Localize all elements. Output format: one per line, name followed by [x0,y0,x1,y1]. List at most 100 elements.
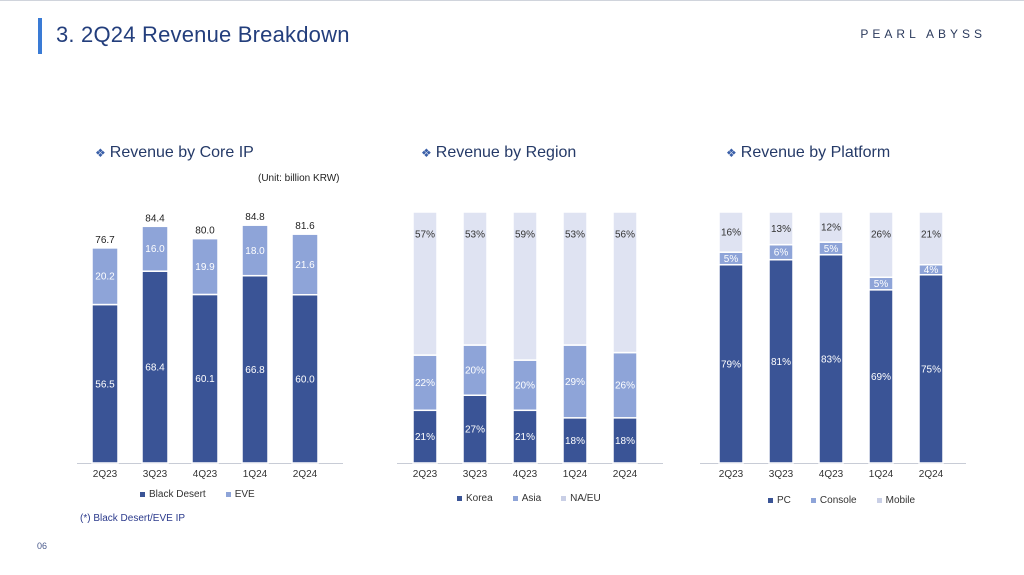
chart-platform: 79% 5% 16% 2Q23 81% 6% 13% 3Q23 83% 5% 12% 4Q23 69% 5… [700,211,966,480]
data-label: 6% [774,248,789,259]
diamond-bullet-icon: ❖ [421,146,432,160]
legend-item: NA/EU [561,493,601,504]
data-label: 12% [821,223,841,234]
section-title-core-ip-text: Revenue by Core IP [109,144,254,161]
data-label: 26% [871,230,891,241]
chart-region: 21% 22% 57% 2Q23 27% 20% 53% 3Q23 21% 20% 59% 4Q23 1… [397,211,663,480]
bar-segment-black-desert [191,293,219,464]
legend-label: Console [819,495,857,506]
data-label: 56.5 [95,379,115,390]
x-tick-label: 3Q23 [463,469,488,480]
data-label: 79% [721,359,741,370]
legend-region: Korea Asia NA/EU [457,493,601,504]
legend-label: NA/EU [570,493,601,504]
bar-segment-asia [562,344,588,419]
section-title-core-ip: ❖ Revenue by Core IP [95,144,254,162]
legend-swatch [140,492,145,497]
bar-segment-mobile [818,211,844,243]
bar-segment-eve [191,237,219,296]
data-label: 83% [821,354,841,365]
data-label: 22% [415,378,435,389]
total-label: 84.8 [245,212,265,223]
bar-segment-black-desert [91,303,119,464]
bar-segment-korea [512,409,538,464]
bar-segment-na-eu [412,211,438,356]
legend-swatch [876,498,882,503]
section-title-platform-text: Revenue by Platform [740,144,891,161]
legend-label: PC [777,495,791,506]
x-tick-label: 1Q24 [563,469,588,480]
x-tick-label: 3Q23 [769,469,794,480]
data-label: 18% [565,436,585,447]
data-label: 16% [721,228,741,239]
x-tick-label: 4Q23 [513,469,538,480]
data-label: 18.0 [245,246,265,257]
bar-segment-mobile [768,211,794,246]
data-label: 5% [874,279,889,290]
pearl-abyss-logo: PEARL ABYSS [860,27,986,41]
bar-segment-eve [291,233,319,296]
x-tick-label: 2Q24 [293,469,318,480]
x-tick-label: 4Q23 [819,469,844,480]
total-label: 84.4 [145,213,165,224]
page-title: 3. 2Q24 Revenue Breakdown [56,22,350,47]
legend-label: Mobile [885,495,916,506]
data-label: 53% [565,230,585,241]
total-label: 76.7 [95,235,115,246]
x-tick-label: 4Q23 [193,469,218,480]
data-label: 5% [724,254,739,265]
data-label: 21% [415,432,435,443]
bar-segment-na-eu [512,211,538,361]
data-label: 4% [924,265,939,276]
legend-item: Mobile [876,495,916,506]
legend-item: Korea [457,493,493,504]
data-label: 56% [615,230,635,241]
bar-segment-black-desert [241,274,269,464]
bar-segment-na-eu [612,211,638,354]
x-tick-label: 1Q24 [243,469,268,480]
section-title-region-text: Revenue by Region [435,144,577,161]
data-label: 60.0 [295,374,315,385]
legend-swatch [768,498,773,503]
data-label: 20% [465,366,485,377]
data-label: 69% [871,372,891,383]
data-label: 26% [615,381,635,392]
section-title-region: ❖ Revenue by Region [421,144,576,162]
bar-segment-mobile [868,211,894,279]
x-tick-label: 2Q24 [919,469,944,480]
bar-segment-pc [718,263,744,464]
bar-segment-na-eu [462,211,488,346]
data-label: 16.0 [145,244,165,255]
legend-label: Korea [466,493,493,504]
data-label: 59% [515,230,535,241]
bar-segment-asia [462,344,488,396]
x-tick-label: 2Q23 [93,469,118,480]
data-label: 66.8 [245,365,265,376]
legend-label: Black Desert [149,489,206,500]
legend-item: Console [810,495,857,506]
x-tick-label: 2Q23 [413,469,438,480]
bar-segment-mobile [918,211,944,266]
data-label: 20% [515,381,535,392]
legend-swatch [512,496,518,501]
data-label: 19.9 [195,262,215,273]
bar-segment-eve [141,225,169,272]
data-label: 53% [465,230,485,241]
legend-item: EVE [225,489,255,500]
diamond-bullet-icon: ❖ [95,146,106,160]
data-label: 13% [771,224,791,235]
bar-segment-pc [868,289,894,464]
data-label: 21% [515,432,535,443]
data-label: 21.6 [295,260,315,271]
legend-label: EVE [234,489,255,500]
legend-swatch [457,496,462,501]
bar-segment-korea [462,394,488,464]
bar-segment-asia [612,351,638,419]
data-label: 5% [824,244,839,255]
section-title-platform: ❖ Revenue by Platform [726,144,890,162]
data-label: 21% [921,230,941,241]
data-label: 60.1 [195,374,215,385]
bar-segment-mobile [718,211,744,253]
legend-item: PC [768,495,791,506]
footnote: (*) Black Desert/EVE IP [80,513,186,524]
